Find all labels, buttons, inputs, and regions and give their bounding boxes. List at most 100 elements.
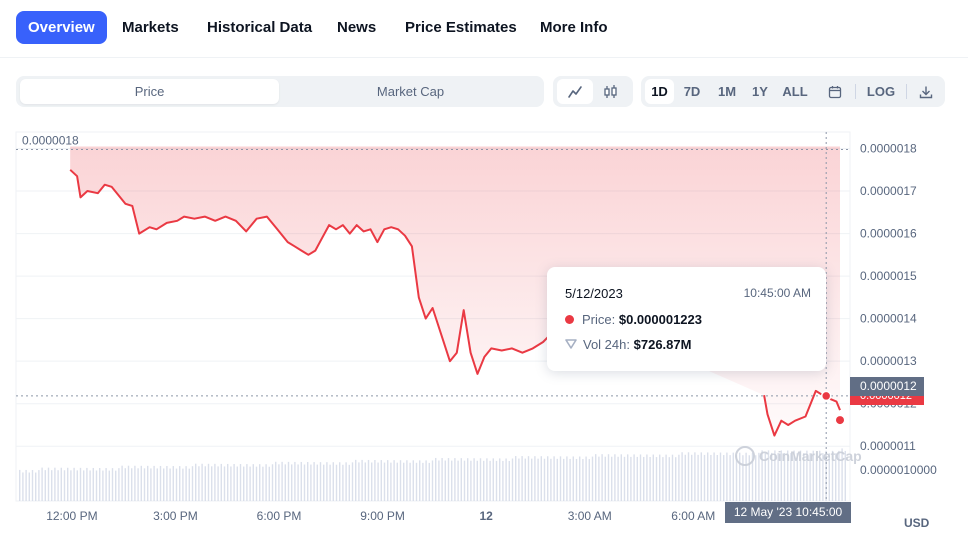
date-picker-button[interactable] — [823, 79, 847, 104]
tab-more-info[interactable]: More Info — [540, 19, 608, 36]
metric-toggle: Price Market Cap — [16, 76, 544, 107]
y-tick-label: 0.0000014 — [860, 312, 917, 326]
volume-bar — [246, 464, 248, 501]
volume-bar — [601, 454, 603, 501]
range-1m-button[interactable]: 1M — [717, 84, 737, 99]
volume-bar — [351, 462, 354, 501]
volume-bar — [57, 470, 59, 501]
volume-bar — [665, 454, 667, 501]
volume-bar — [358, 462, 360, 501]
currency-label: USD — [904, 516, 930, 530]
last-price-point — [836, 416, 844, 425]
tab-news[interactable]: News — [337, 19, 377, 36]
volume-bar — [550, 458, 552, 501]
tab-historical-data[interactable]: Historical Data — [207, 19, 313, 36]
volume-bar — [617, 456, 619, 501]
tooltip-time: 10:45:00 AM — [743, 286, 811, 300]
volume-bar — [41, 467, 43, 501]
volume-bar — [377, 462, 379, 501]
range-1y-button[interactable]: 1Y — [752, 84, 768, 99]
line-chart-button[interactable] — [557, 79, 593, 104]
download-icon — [919, 86, 933, 99]
volume-bar — [841, 448, 843, 501]
volume-bar — [700, 452, 702, 501]
volume-bar — [300, 461, 302, 501]
volume-bar — [175, 468, 178, 501]
volume-icon — [565, 339, 577, 349]
x-tick-label: 12 — [479, 509, 493, 523]
volume-bar — [332, 462, 334, 501]
volume-bar — [307, 462, 309, 501]
volume-bar — [556, 458, 558, 501]
volume-bar — [348, 464, 350, 501]
volume-bar — [540, 456, 542, 501]
volume-bar — [499, 458, 501, 501]
volume-bar — [486, 458, 488, 501]
volume-bar — [771, 452, 773, 501]
volume-bar — [799, 450, 802, 501]
volume-bar — [809, 453, 811, 501]
volume-bar — [687, 452, 690, 501]
volume-bar — [25, 469, 27, 501]
volume-bar — [387, 460, 389, 501]
candlestick-button[interactable] — [593, 79, 629, 104]
range-1d-button[interactable]: 1D — [645, 79, 674, 104]
volume-bar — [604, 456, 606, 501]
volume-bar — [83, 470, 85, 501]
volume-bar — [313, 462, 315, 501]
volume-bar — [390, 462, 392, 501]
divider — [855, 84, 856, 99]
tab-price-estimates[interactable]: Price Estimates — [405, 19, 517, 36]
top-nav: Overview Markets Historical Data News Pr… — [0, 0, 968, 58]
volume-bar — [495, 460, 498, 501]
volume-bar — [508, 460, 510, 501]
volume-bar — [211, 466, 213, 501]
volume-bar — [422, 462, 424, 501]
volume-bar — [166, 465, 168, 501]
tab-overview[interactable]: Overview — [16, 11, 107, 44]
volume-bar — [547, 456, 549, 501]
price-toggle[interactable]: Price — [20, 79, 279, 104]
y-tick-label: 0.0000013 — [860, 354, 917, 368]
volume-bar — [454, 458, 456, 501]
volume-bar — [681, 452, 683, 501]
volume-bar — [582, 459, 584, 501]
volume-bar — [28, 472, 30, 501]
price-dot-icon — [565, 315, 574, 324]
volume-bar — [483, 460, 485, 501]
volume-bar — [115, 470, 117, 501]
volume-bar — [838, 450, 840, 501]
volume-bar — [223, 466, 226, 501]
volume-bar — [131, 468, 133, 501]
volume-bar — [646, 454, 648, 501]
volume-bar — [451, 460, 453, 501]
volume-bar — [761, 450, 763, 501]
volume-bar — [803, 453, 805, 501]
volume-bar — [47, 467, 50, 501]
volume-bar — [639, 454, 642, 501]
volume-bar — [412, 460, 414, 501]
download-button[interactable] — [914, 79, 938, 104]
volume-bar — [73, 467, 75, 501]
volume-bar — [79, 467, 82, 501]
volume-bar — [710, 454, 712, 501]
tab-markets[interactable]: Markets — [122, 19, 179, 36]
log-scale-button[interactable]: LOG — [866, 84, 896, 99]
volume-bar — [607, 454, 610, 501]
volume-bar — [793, 450, 795, 501]
price-chart[interactable]: 0.0000018 0.0000017 0.0000016 0.0000015 0.00… — [0, 120, 968, 554]
watermark: CoinMarketCap — [735, 446, 862, 466]
volume-bar — [105, 468, 107, 501]
volume-bar — [745, 452, 747, 501]
volume-bar — [124, 468, 126, 501]
volume-bar — [374, 460, 376, 501]
market-cap-toggle[interactable]: Market Cap — [376, 84, 445, 99]
time-range-selector: 1D 7D 1M 1Y ALL LOG — [641, 76, 945, 107]
range-all-button[interactable]: ALL — [782, 84, 808, 99]
volume-bar — [822, 453, 824, 501]
range-7d-button[interactable]: 7D — [683, 84, 701, 99]
volume-bar — [591, 456, 594, 501]
volume-bar — [147, 465, 149, 501]
volume-bar — [204, 466, 206, 501]
volume-bar — [214, 463, 216, 501]
